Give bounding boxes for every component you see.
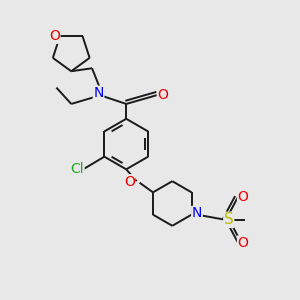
Text: N: N <box>192 206 202 220</box>
Text: N: N <box>93 86 104 100</box>
Text: O: O <box>238 190 248 204</box>
Text: O: O <box>238 236 248 250</box>
Text: O: O <box>157 88 168 102</box>
Text: Cl: Cl <box>70 162 84 176</box>
Text: O: O <box>124 175 135 189</box>
Text: O: O <box>49 29 60 43</box>
Text: S: S <box>224 212 234 227</box>
